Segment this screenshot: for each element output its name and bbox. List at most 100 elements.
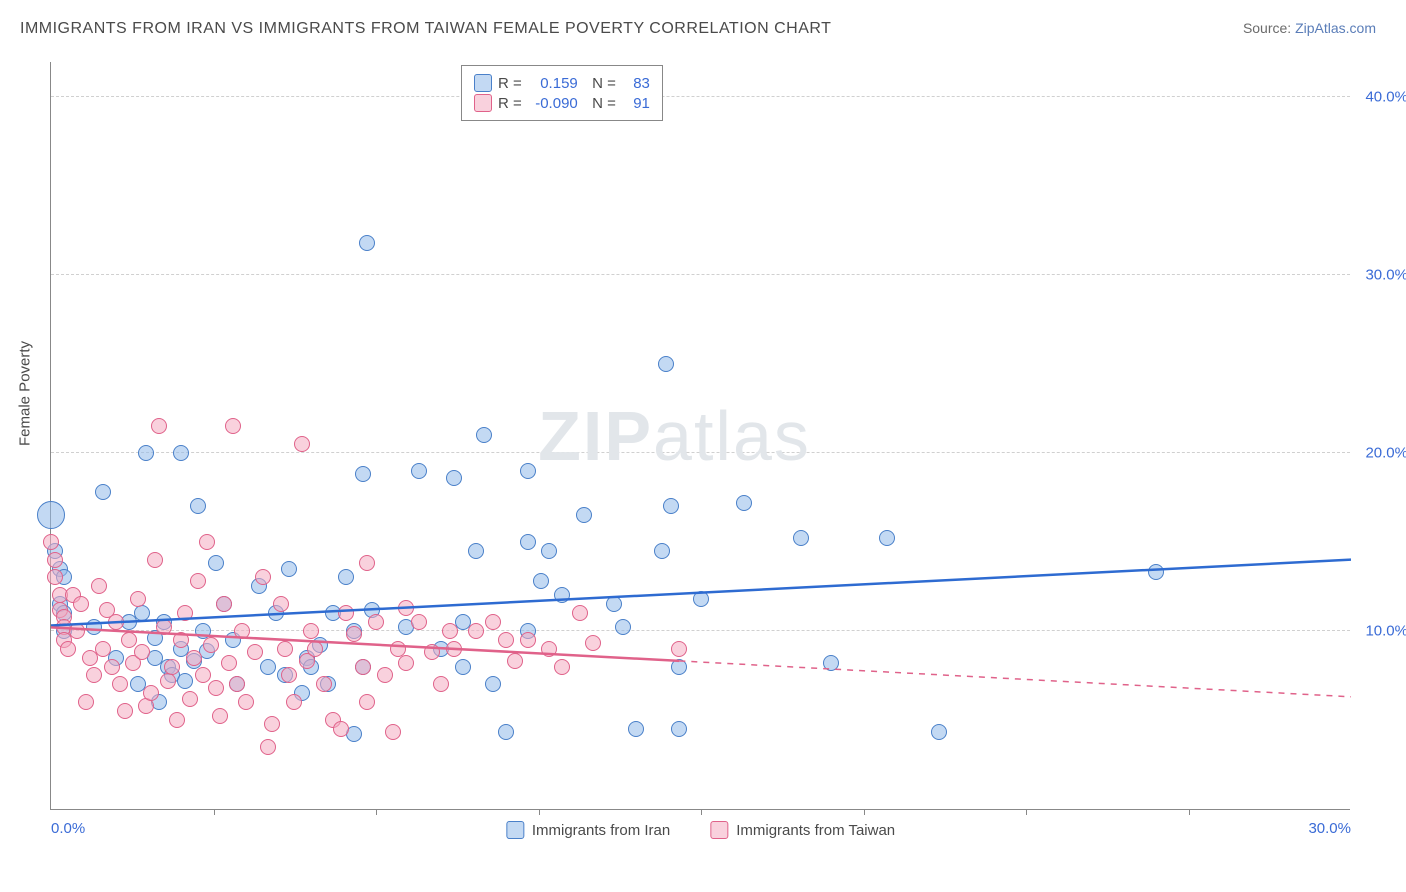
data-point — [663, 498, 679, 514]
data-point — [43, 534, 59, 550]
data-point — [37, 501, 65, 529]
data-point — [346, 626, 362, 642]
correlation-stats-box: R = 0.159 N = 83 R = -0.090 N = 91 — [461, 65, 663, 121]
data-point — [130, 591, 146, 607]
r-label: R = — [498, 75, 522, 92]
data-point — [134, 605, 150, 621]
data-point — [485, 676, 501, 692]
data-point — [177, 605, 193, 621]
data-point — [208, 680, 224, 696]
data-point — [476, 427, 492, 443]
legend-item-taiwan: Immigrants from Taiwan — [710, 821, 895, 839]
data-point — [212, 708, 228, 724]
data-point — [468, 543, 484, 559]
data-point — [238, 694, 254, 710]
data-point — [433, 676, 449, 692]
data-point — [195, 667, 211, 683]
x-tick-mark — [864, 809, 865, 815]
data-point — [446, 641, 462, 657]
source-attribution: Source: ZipAtlas.com — [1243, 20, 1376, 36]
data-point — [333, 721, 349, 737]
data-point — [225, 418, 241, 434]
data-point — [377, 667, 393, 683]
scatter-chart: ZIPatlas R = 0.159 N = 83 R = -0.090 N =… — [50, 62, 1350, 810]
data-point — [1148, 564, 1164, 580]
stats-row-iran: R = 0.159 N = 83 — [474, 74, 650, 92]
source-link[interactable]: ZipAtlas.com — [1295, 20, 1376, 36]
r-value-taiwan: -0.090 — [528, 95, 578, 112]
data-point — [47, 552, 63, 568]
data-point — [156, 619, 172, 635]
data-point — [736, 495, 752, 511]
data-point — [654, 543, 670, 559]
data-point — [199, 534, 215, 550]
data-point — [823, 655, 839, 671]
data-point — [186, 650, 202, 666]
data-point — [281, 667, 297, 683]
data-point — [446, 470, 462, 486]
data-point — [455, 659, 471, 675]
data-point — [424, 644, 440, 660]
data-point — [260, 659, 276, 675]
n-value-taiwan: 91 — [622, 95, 650, 112]
data-point — [229, 676, 245, 692]
data-point — [671, 641, 687, 657]
x-tick-mark — [539, 809, 540, 815]
data-point — [541, 641, 557, 657]
data-point — [355, 466, 371, 482]
y-tick-label: 20.0% — [1365, 444, 1406, 461]
data-point — [95, 484, 111, 500]
data-point — [164, 659, 180, 675]
gridline — [51, 452, 1350, 453]
data-point — [606, 596, 622, 612]
data-point — [121, 632, 137, 648]
data-point — [307, 641, 323, 657]
n-label: N = — [584, 95, 616, 112]
watermark-bold: ZIP — [538, 397, 653, 475]
data-point — [203, 637, 219, 653]
data-point — [104, 659, 120, 675]
data-point — [520, 632, 536, 648]
data-point — [615, 619, 631, 635]
data-point — [931, 724, 947, 740]
data-point — [147, 552, 163, 568]
data-point — [86, 619, 102, 635]
data-point — [260, 739, 276, 755]
data-point — [303, 623, 319, 639]
data-point — [255, 569, 271, 585]
data-point — [385, 724, 401, 740]
data-point — [671, 721, 687, 737]
data-point — [264, 716, 280, 732]
data-point — [355, 659, 371, 675]
x-tick-mark — [376, 809, 377, 815]
data-point — [316, 676, 332, 692]
x-tick-mark — [1189, 809, 1190, 815]
data-point — [134, 644, 150, 660]
data-point — [498, 632, 514, 648]
legend-item-iran: Immigrants from Iran — [506, 821, 670, 839]
data-point — [190, 573, 206, 589]
data-point — [190, 498, 206, 514]
data-point — [294, 436, 310, 452]
gridline — [51, 274, 1350, 275]
data-point — [338, 605, 354, 621]
data-point — [86, 667, 102, 683]
data-point — [108, 614, 124, 630]
data-point — [91, 578, 107, 594]
data-point — [95, 641, 111, 657]
y-tick-label: 40.0% — [1365, 88, 1406, 105]
data-point — [520, 534, 536, 550]
legend-label-iran: Immigrants from Iran — [532, 822, 670, 839]
n-label: N = — [584, 75, 616, 92]
data-point — [398, 600, 414, 616]
data-point — [143, 685, 159, 701]
data-point — [69, 623, 85, 639]
data-point — [359, 694, 375, 710]
trend-line-extrapolated — [679, 661, 1351, 697]
data-point — [520, 463, 536, 479]
data-point — [485, 614, 501, 630]
data-point — [160, 673, 176, 689]
y-tick-label: 10.0% — [1365, 622, 1406, 639]
data-point — [468, 623, 484, 639]
data-point — [554, 587, 570, 603]
